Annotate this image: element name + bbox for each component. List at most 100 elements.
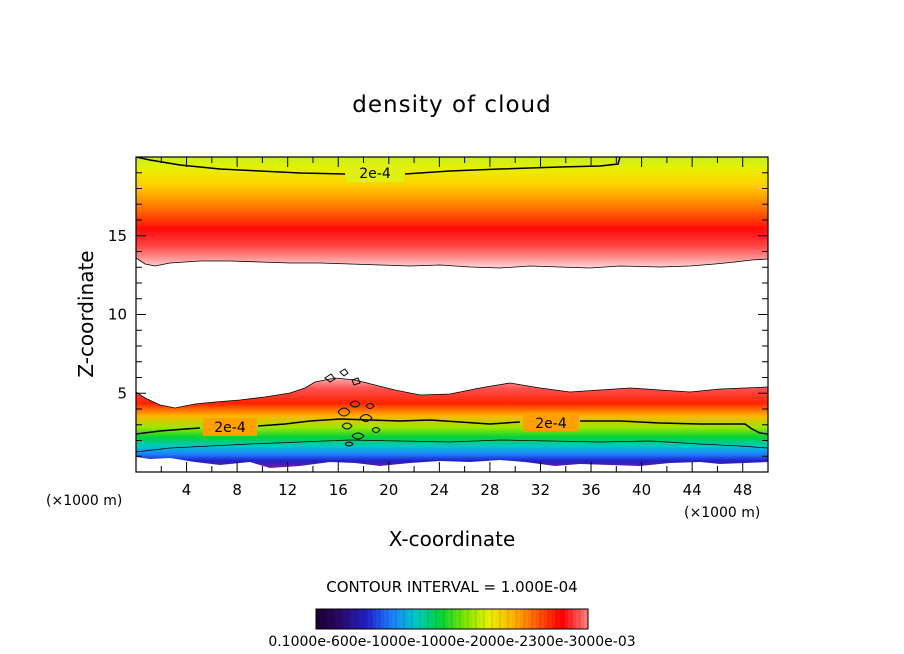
colorbar-swatch — [516, 609, 521, 629]
colorbar-swatch — [552, 609, 557, 629]
colorbar-swatch — [348, 609, 353, 629]
y-tick-labels: 5 10 15 — [108, 227, 127, 403]
colorbar-swatch — [472, 609, 477, 629]
colorbar-swatch — [388, 609, 393, 629]
colorbar-swatch — [396, 609, 401, 629]
x-tick-label: 40 — [632, 481, 651, 499]
colorbar-swatch — [376, 609, 381, 629]
colorbar-swatch — [508, 609, 513, 629]
x-tick-label: 8 — [232, 481, 242, 499]
convective-cell-contours — [324, 368, 381, 447]
colorbar-swatch — [428, 609, 433, 629]
x-unit-label: (×1000 m) — [46, 493, 122, 509]
colorbar-swatch — [548, 609, 553, 629]
x-tick-label: 28 — [480, 481, 499, 499]
colorbar-swatch — [480, 609, 485, 629]
colorbar-swatch — [432, 609, 437, 629]
colorbar-swatch — [384, 609, 389, 629]
colorbar-swatch — [344, 609, 349, 629]
colorbar-swatch — [584, 609, 589, 629]
colorbar-frame — [315, 608, 589, 630]
colorbar-swatch — [332, 609, 337, 629]
colorbar-swatch — [364, 609, 369, 629]
colorbar-swatch — [488, 609, 493, 629]
colorbar — [315, 609, 589, 629]
upper-2e4-contour-line — [136, 157, 621, 175]
x-tick-labels: 4 8 12 16 20 24 28 32 36 40 44 48 — [182, 481, 752, 499]
x-tick-label: 32 — [531, 481, 550, 499]
chart-title: density of cloud — [352, 92, 551, 118]
upper-band-edge — [136, 257, 768, 269]
y-tick-label: 5 — [117, 384, 127, 402]
colorbar-swatch — [556, 609, 561, 629]
colorbar-swatch — [444, 609, 449, 629]
x-tick-label: 48 — [733, 481, 752, 499]
colorbar-swatch — [460, 609, 465, 629]
colorbar-swatch — [456, 609, 461, 629]
colorbar-swatch — [356, 609, 361, 629]
colorbar-swatch — [580, 609, 585, 629]
colorbar-swatch — [316, 609, 321, 629]
colorbar-swatch — [328, 609, 333, 629]
colorbar-swatch — [420, 609, 425, 629]
lower-2e4-contour-line — [136, 418, 768, 435]
colorbar-swatch — [572, 609, 577, 629]
colorbar-swatch — [504, 609, 509, 629]
lower-cloud-band — [136, 378, 768, 468]
upper-cloud-band — [136, 157, 768, 268]
colorbar-swatch — [568, 609, 573, 629]
y-tick-label: 10 — [108, 306, 127, 324]
contour-label-lower-left: 2e-4 — [214, 420, 246, 436]
colorbar-swatch — [464, 609, 469, 629]
colorbar-swatch — [368, 609, 373, 629]
y-axis-label: Z-coordinate — [74, 250, 98, 377]
colorbar-swatch — [360, 609, 365, 629]
contour-label-upper: 2e-4 — [359, 166, 391, 182]
contour-label-bg-upper — [346, 164, 404, 182]
colorbar-swatch — [320, 609, 325, 629]
lower-1e4-contour-line — [136, 439, 768, 453]
colorbar-swatch — [424, 609, 429, 629]
colorbar-swatch — [352, 609, 357, 629]
colorbar-swatch — [560, 609, 565, 629]
x-tick-label: 20 — [379, 481, 398, 499]
x-tick-label: 36 — [581, 481, 600, 499]
colorbar-swatch — [492, 609, 497, 629]
colorbar-swatch — [528, 609, 533, 629]
colorbar-swatch — [524, 609, 529, 629]
contour-interval-text: CONTOUR INTERVAL = 1.000E-04 — [326, 578, 577, 596]
colorbar-swatch — [532, 609, 537, 629]
z-unit-label: (×1000 m) — [684, 505, 760, 521]
contour-label-bg-lower-right — [523, 413, 579, 431]
lower-band-top-edge — [136, 377, 768, 409]
colorbar-swatch — [400, 609, 405, 629]
y-tick-label: 15 — [108, 227, 127, 245]
colorbar-swatch — [536, 609, 541, 629]
colorbar-swatch — [576, 609, 581, 629]
x-tick-label: 16 — [329, 481, 348, 499]
colorbar-swatch — [416, 609, 421, 629]
colorbar-swatch — [340, 609, 345, 629]
x-tick-label: 24 — [430, 481, 449, 499]
colorbar-swatch — [468, 609, 473, 629]
x-tick-label: 44 — [683, 481, 702, 499]
colorbar-swatch — [564, 609, 569, 629]
colorbar-swatch — [496, 609, 501, 629]
colorbar-swatch — [544, 609, 549, 629]
colorbar-swatch — [436, 609, 441, 629]
colorbar-swatch — [452, 609, 457, 629]
contour-field — [136, 157, 768, 468]
colorbar-swatch — [500, 609, 505, 629]
x-tick-label: 12 — [278, 481, 297, 499]
colorbar-labels: 0.1000e-600e-1000e-1000e-2000e-2300e-300… — [268, 634, 635, 650]
colorbar-swatch — [484, 609, 489, 629]
colorbar-swatch — [392, 609, 397, 629]
colorbar-swatch — [512, 609, 517, 629]
colorbar-swatch — [404, 609, 409, 629]
x-axis-label: X-coordinate — [389, 527, 516, 551]
colorbar-swatch — [520, 609, 525, 629]
contour-label-bg-lower-left — [203, 418, 257, 436]
colorbar-swatch — [412, 609, 417, 629]
colorbar-swatch — [540, 609, 545, 629]
